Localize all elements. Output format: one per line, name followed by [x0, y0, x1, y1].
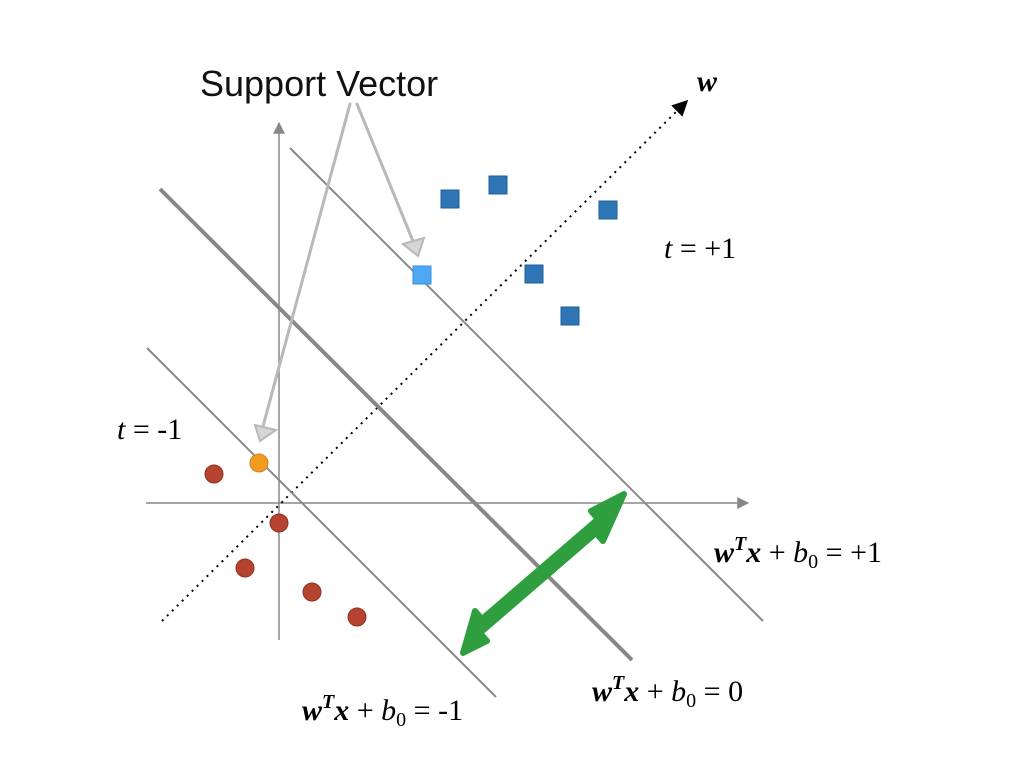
plus-sign: + — [761, 536, 793, 569]
margin-hyperplane-minus — [146, 347, 497, 698]
negative-class-points — [204, 453, 367, 627]
transpose-superscript: T — [734, 533, 747, 555]
decision-boundary-equation: wTx + b0 = 0 — [592, 672, 743, 712]
positive-class-value: +1 — [704, 232, 736, 265]
minus-margin-equation: wTx + b0 = -1 — [302, 691, 463, 731]
support-vector-label: Support Vector — [200, 63, 438, 104]
bias-subscript: 0 — [808, 551, 818, 573]
support-vector-callouts — [253, 102, 426, 443]
plus-sign: + — [349, 694, 381, 727]
t-variable: t — [117, 413, 126, 446]
weight-vector: w — [592, 675, 613, 708]
t-variable: t — [664, 232, 673, 265]
negative-class-label: t = -1 — [117, 413, 182, 446]
equals-sign: = — [672, 232, 704, 265]
callout-arrowhead-positive — [400, 236, 426, 258]
negative-class-value: -1 — [157, 413, 182, 446]
positive-point — [560, 306, 580, 326]
equals-sign: = — [818, 536, 850, 569]
negative-point — [204, 464, 224, 484]
decision-hyperplane — [158, 187, 634, 662]
input-vector: x — [623, 675, 639, 708]
input-vector: x — [745, 536, 761, 569]
plus-sign: + — [639, 675, 671, 708]
equals-sign: = — [696, 675, 728, 708]
minus-margin-value: -1 — [438, 694, 463, 727]
w-direction-arrow — [161, 99, 689, 622]
positive-class-label: t = +1 — [664, 232, 736, 265]
hyperplanes — [146, 147, 764, 698]
callout-arrowhead-negative — [253, 423, 279, 443]
bias-variable: b — [381, 694, 396, 727]
bias-variable: b — [793, 536, 808, 569]
negative-support-vector — [249, 453, 269, 473]
transpose-superscript: T — [612, 672, 625, 694]
callout-arrow-to-positive-sv — [355, 102, 417, 248]
margin-hyperplane-plus — [289, 147, 764, 622]
coordinate-axes — [146, 121, 750, 640]
bias-variable: b — [671, 675, 686, 708]
margin-width-arrow — [460, 491, 627, 656]
positive-support-vector — [412, 265, 432, 285]
weight-vector: w — [302, 694, 323, 727]
positive-point — [598, 200, 618, 220]
weight-vector: w — [714, 536, 735, 569]
positive-point — [440, 189, 460, 209]
positive-point — [524, 264, 544, 284]
positive-class-points — [412, 175, 618, 326]
plus-margin-value: +1 — [850, 536, 882, 569]
w-axis-label: w — [697, 65, 718, 98]
transpose-superscript: T — [322, 691, 335, 713]
positive-point — [488, 175, 508, 195]
callout-arrow-to-negative-sv — [260, 102, 352, 432]
negative-point — [347, 607, 367, 627]
decision-boundary-value: 0 — [728, 675, 743, 708]
equals-sign: = — [125, 413, 157, 446]
negative-point — [302, 582, 322, 602]
negative-point — [235, 558, 255, 578]
bias-subscript: 0 — [396, 709, 406, 731]
input-vector: x — [333, 694, 349, 727]
bias-subscript: 0 — [686, 690, 696, 712]
equals-sign: = — [406, 694, 438, 727]
plus-margin-equation: wTx + b0 = +1 — [714, 533, 882, 573]
negative-point — [269, 513, 289, 533]
